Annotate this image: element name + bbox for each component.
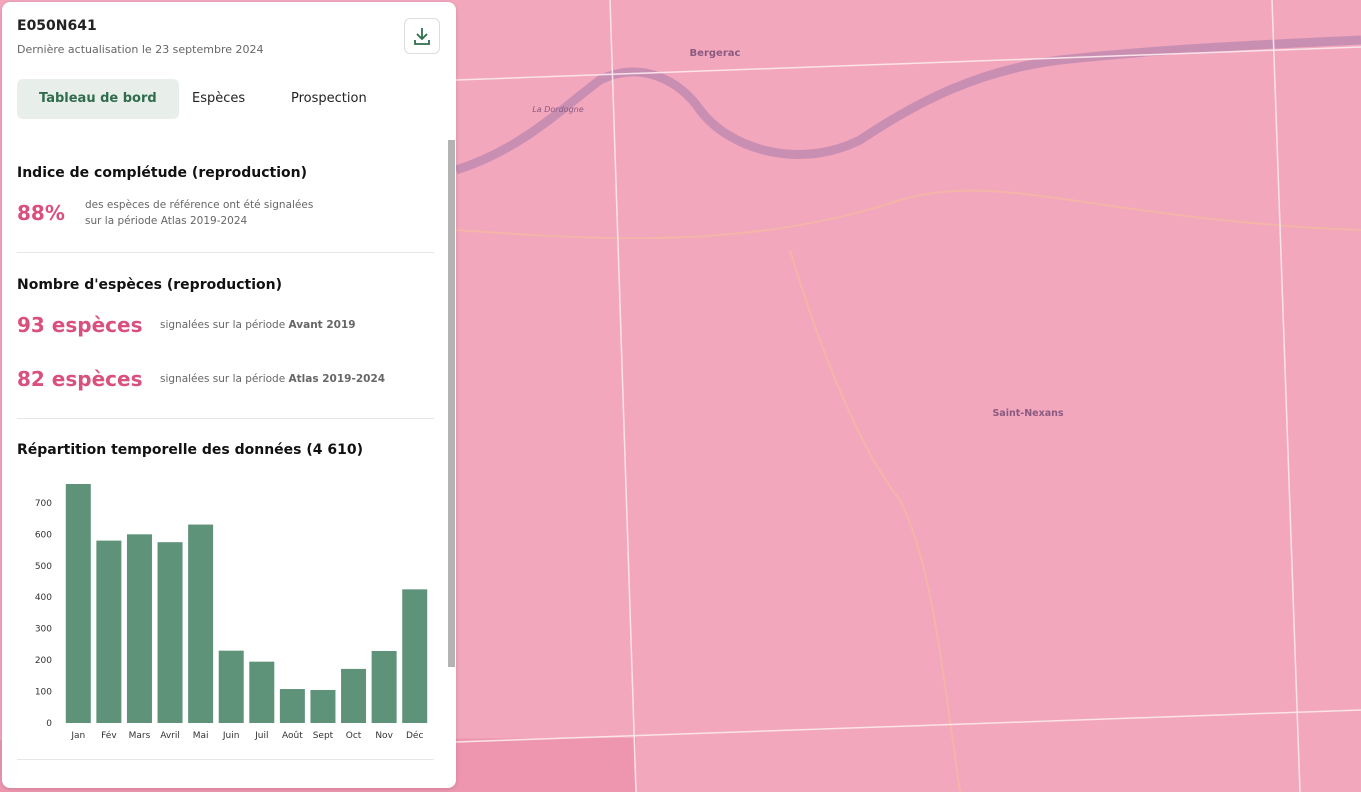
tile-code: E050N641	[17, 18, 97, 34]
separator	[17, 759, 434, 760]
tab[interactable]: Tableau de bord	[17, 79, 179, 119]
x-tick-label: Juin	[222, 731, 240, 741]
bar	[65, 484, 91, 723]
bar	[402, 589, 428, 723]
x-tick-label: Jan	[70, 731, 85, 741]
y-tick-label: 700	[35, 499, 52, 509]
river	[454, 35, 1361, 175]
y-tick-label: 200	[35, 656, 52, 666]
bar	[249, 661, 275, 723]
bar-chart: 0 100 200 300 400 500 600 700 Jan Fév Mars Avril Mai…	[35, 484, 428, 741]
species-text: signalées sur la période Avant 2019	[160, 319, 356, 331]
x-tick-label: Août	[282, 731, 303, 741]
species-count: 93 espèces	[17, 313, 143, 337]
y-tick-label: 0	[46, 719, 52, 729]
side-panel: E050N641 Dernière actualisation le 23 se…	[2, 2, 456, 788]
x-tick-label: Sept	[313, 731, 334, 741]
grid	[455, 0, 1361, 792]
completeness-value: 88%	[17, 201, 65, 225]
y-tick-label: 500	[35, 562, 52, 572]
species-count: 82 espèces	[17, 367, 143, 391]
bar	[126, 534, 152, 723]
x-tick-label: Juil	[254, 731, 268, 741]
x-tick-label: Nov	[375, 731, 393, 741]
bar	[157, 542, 183, 723]
bar	[371, 650, 397, 723]
x-tick-label: Avril	[160, 731, 180, 741]
bar	[188, 524, 214, 723]
section-title: Nombre d'espèces (reproduction)	[17, 277, 282, 293]
bar	[218, 650, 244, 723]
tab[interactable]: Prospection	[291, 91, 367, 106]
species-text: signalées sur la période Atlas 2019-2024	[160, 373, 385, 385]
text: signalées sur la période	[160, 373, 286, 385]
bar	[310, 689, 336, 723]
x-tick-label: Mai	[193, 731, 209, 741]
bar	[96, 540, 122, 723]
period: Avant 2019	[288, 319, 356, 331]
map-label: Saint-Nexans	[992, 408, 1063, 419]
y-tick-label: 300	[35, 625, 52, 635]
bar	[279, 689, 305, 723]
map-label: Bergerac	[690, 48, 741, 59]
separator	[17, 418, 434, 419]
description: des espèces de référence ont été signalé…	[85, 199, 314, 211]
text: signalées sur la période	[160, 319, 286, 331]
section-title: Indice de complétude (reproduction)	[17, 165, 308, 181]
description: sur la période Atlas 2019-2024	[85, 215, 248, 227]
y-tick-label: 600	[35, 530, 52, 540]
bar	[341, 668, 367, 723]
download-button[interactable]	[404, 18, 440, 54]
scrollbar[interactable]	[448, 140, 455, 667]
x-tick-label: Oct	[346, 731, 362, 741]
map-label: La Dordogne	[532, 105, 583, 114]
period: Atlas 2019-2024	[288, 373, 386, 385]
tab[interactable]: Espèces	[192, 91, 246, 106]
y-tick-label: 400	[35, 593, 52, 603]
road	[789, 249, 961, 792]
y-tick-label: 100	[35, 688, 52, 698]
x-tick-label: Mars	[129, 731, 151, 741]
x-tick-label: Déc	[406, 730, 423, 741]
download-icon	[414, 28, 430, 45]
update-date: Dernière actualisation le 23 septembre 2…	[17, 43, 264, 56]
road	[455, 189, 1361, 240]
x-tick-label: Fév	[101, 730, 117, 741]
separator	[17, 252, 434, 253]
section-title: Répartition temporelle des données (4 61…	[17, 442, 364, 458]
